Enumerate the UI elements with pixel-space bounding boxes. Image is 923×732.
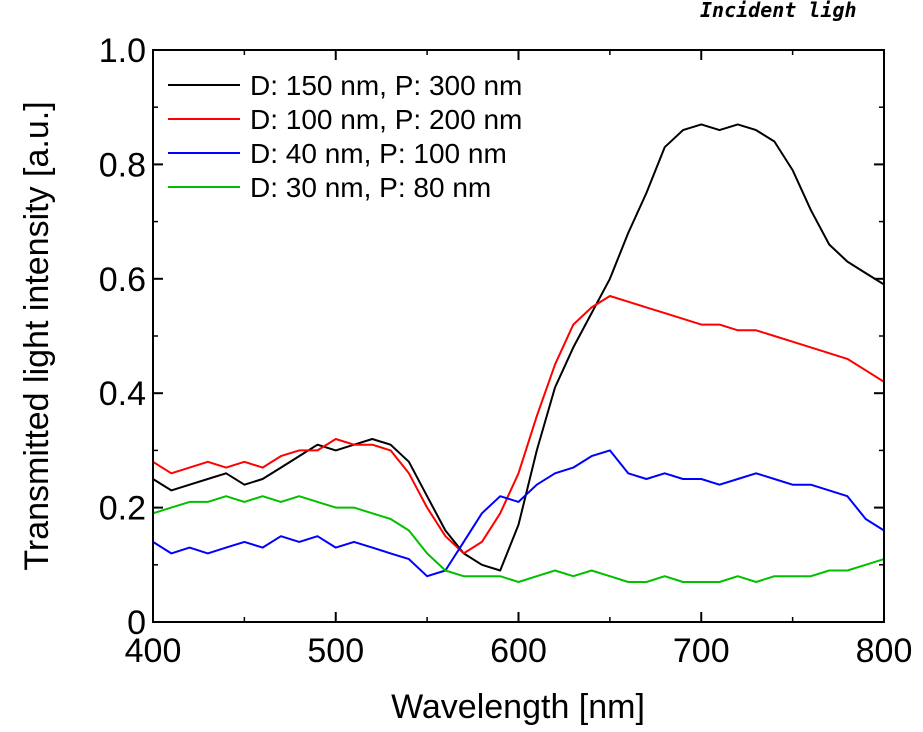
y-tick-label-0.6: 0.6 xyxy=(99,261,146,299)
x-tick-label-400: 400 xyxy=(125,632,182,670)
x-tick-label-800: 800 xyxy=(856,632,913,670)
x-tick-label-700: 700 xyxy=(673,632,730,670)
x-tick-label-600: 600 xyxy=(490,632,547,670)
legend-label-3: D: 40 nm, P: 100 nm xyxy=(250,138,507,169)
series-line-3 xyxy=(152,449,885,578)
series-line-1 xyxy=(152,123,885,572)
y-tick-label-1: 1.0 xyxy=(99,32,146,70)
x-axis-title: Wavelength [nm] xyxy=(391,688,645,726)
series-line-2 xyxy=(152,295,885,555)
series-layer xyxy=(152,123,885,583)
x-tick-label-500: 500 xyxy=(307,632,364,670)
y-tick-label-0.8: 0.8 xyxy=(99,146,146,184)
y-tick-label-0.2: 0.2 xyxy=(99,490,146,528)
y-tick-label-0: 0 xyxy=(127,604,146,642)
legend-label-4: D: 30 nm, P: 80 nm xyxy=(250,172,491,203)
y-tick-label-0.4: 0.4 xyxy=(99,375,146,413)
legend-label-1: D: 150 nm, P: 300 nm xyxy=(250,70,522,101)
y-axis-title: Transmitted light intensity [a.u.] xyxy=(18,101,56,570)
ticks-layer: 400 500 600 700 800 0 0.2 0.4 0.6 0.8 1.0 xyxy=(99,32,913,670)
series-line-4 xyxy=(152,495,885,583)
legend-label-2: D: 100 nm, P: 200 nm xyxy=(250,104,522,135)
legend: D: 150 nm, P: 300 nmD: 100 nm, P: 200 nm… xyxy=(168,70,522,203)
corner-note: Incident ligh xyxy=(700,0,857,22)
